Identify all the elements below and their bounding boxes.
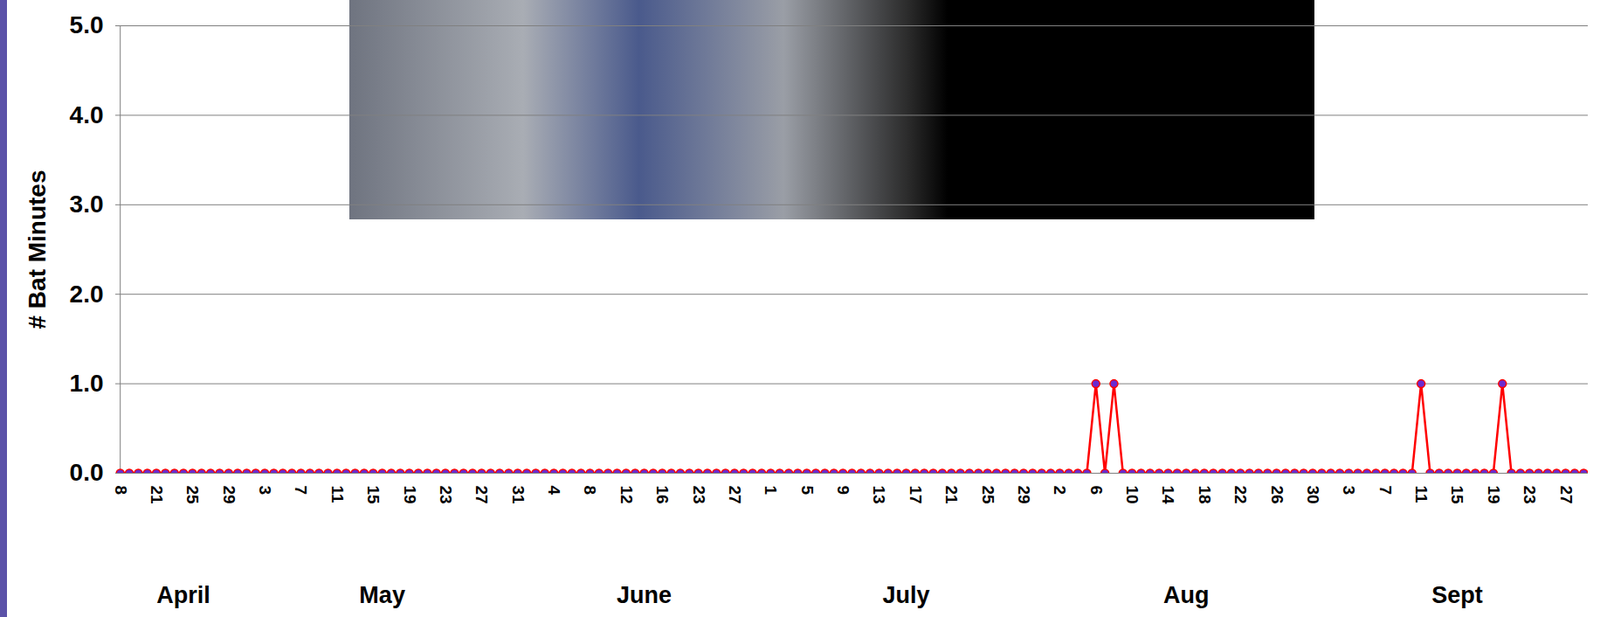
svg-text:2.0: 2.0 [69,280,104,308]
svg-text:# Bat Minutes: # Bat Minutes [23,169,51,329]
svg-text:19: 19 [400,485,420,504]
svg-text:27: 27 [1557,485,1576,504]
svg-text:June: June [616,581,672,608]
svg-text:Aug: Aug [1163,581,1209,608]
svg-text:12: 12 [617,485,636,504]
svg-text:4.0: 4.0 [69,101,104,129]
svg-text:21: 21 [147,485,166,505]
svg-text:19: 19 [1484,485,1504,504]
svg-text:9: 9 [834,485,853,496]
svg-text:23: 23 [1520,485,1539,504]
svg-text:5: 5 [798,485,817,496]
svg-text:11: 11 [1412,485,1431,504]
svg-text:14: 14 [1158,485,1178,505]
svg-text:21: 21 [942,485,961,505]
svg-text:3: 3 [255,485,275,496]
svg-text:29: 29 [220,485,239,504]
svg-text:25: 25 [979,485,998,505]
svg-text:15: 15 [364,485,383,505]
svg-text:6: 6 [1087,485,1106,496]
svg-text:4: 4 [544,485,564,496]
svg-text:July: July [882,581,931,608]
svg-text:1.0: 1.0 [69,369,104,397]
svg-text:13: 13 [869,485,889,504]
svg-text:22: 22 [1231,485,1250,504]
svg-text:8: 8 [111,485,131,496]
svg-text:8: 8 [580,485,600,496]
svg-text:Sept: Sept [1431,581,1483,608]
svg-text:16: 16 [653,485,672,504]
svg-text:27: 27 [725,485,745,504]
svg-text:2: 2 [1050,485,1069,496]
svg-text:April: April [156,581,211,608]
svg-text:30: 30 [1303,485,1323,504]
svg-text:7: 7 [1376,485,1395,496]
svg-text:23: 23 [689,485,709,504]
svg-text:23: 23 [436,485,456,504]
svg-text:17: 17 [906,485,925,504]
svg-text:29: 29 [1014,485,1034,504]
svg-text:26: 26 [1268,485,1287,504]
svg-text:27: 27 [472,485,491,504]
svg-text:May: May [358,581,406,608]
svg-text:11: 11 [328,485,347,504]
svg-text:25: 25 [183,485,202,505]
svg-text:3.0: 3.0 [69,190,104,218]
svg-text:7: 7 [291,485,311,496]
svg-text:3: 3 [1339,485,1359,496]
svg-text:31: 31 [509,485,528,505]
svg-text:0.0: 0.0 [69,458,104,486]
svg-text:10: 10 [1123,485,1142,504]
svg-text:15: 15 [1448,485,1467,505]
svg-text:18: 18 [1195,485,1214,504]
svg-text:1: 1 [761,485,780,496]
svg-text:5.0: 5.0 [69,11,104,39]
